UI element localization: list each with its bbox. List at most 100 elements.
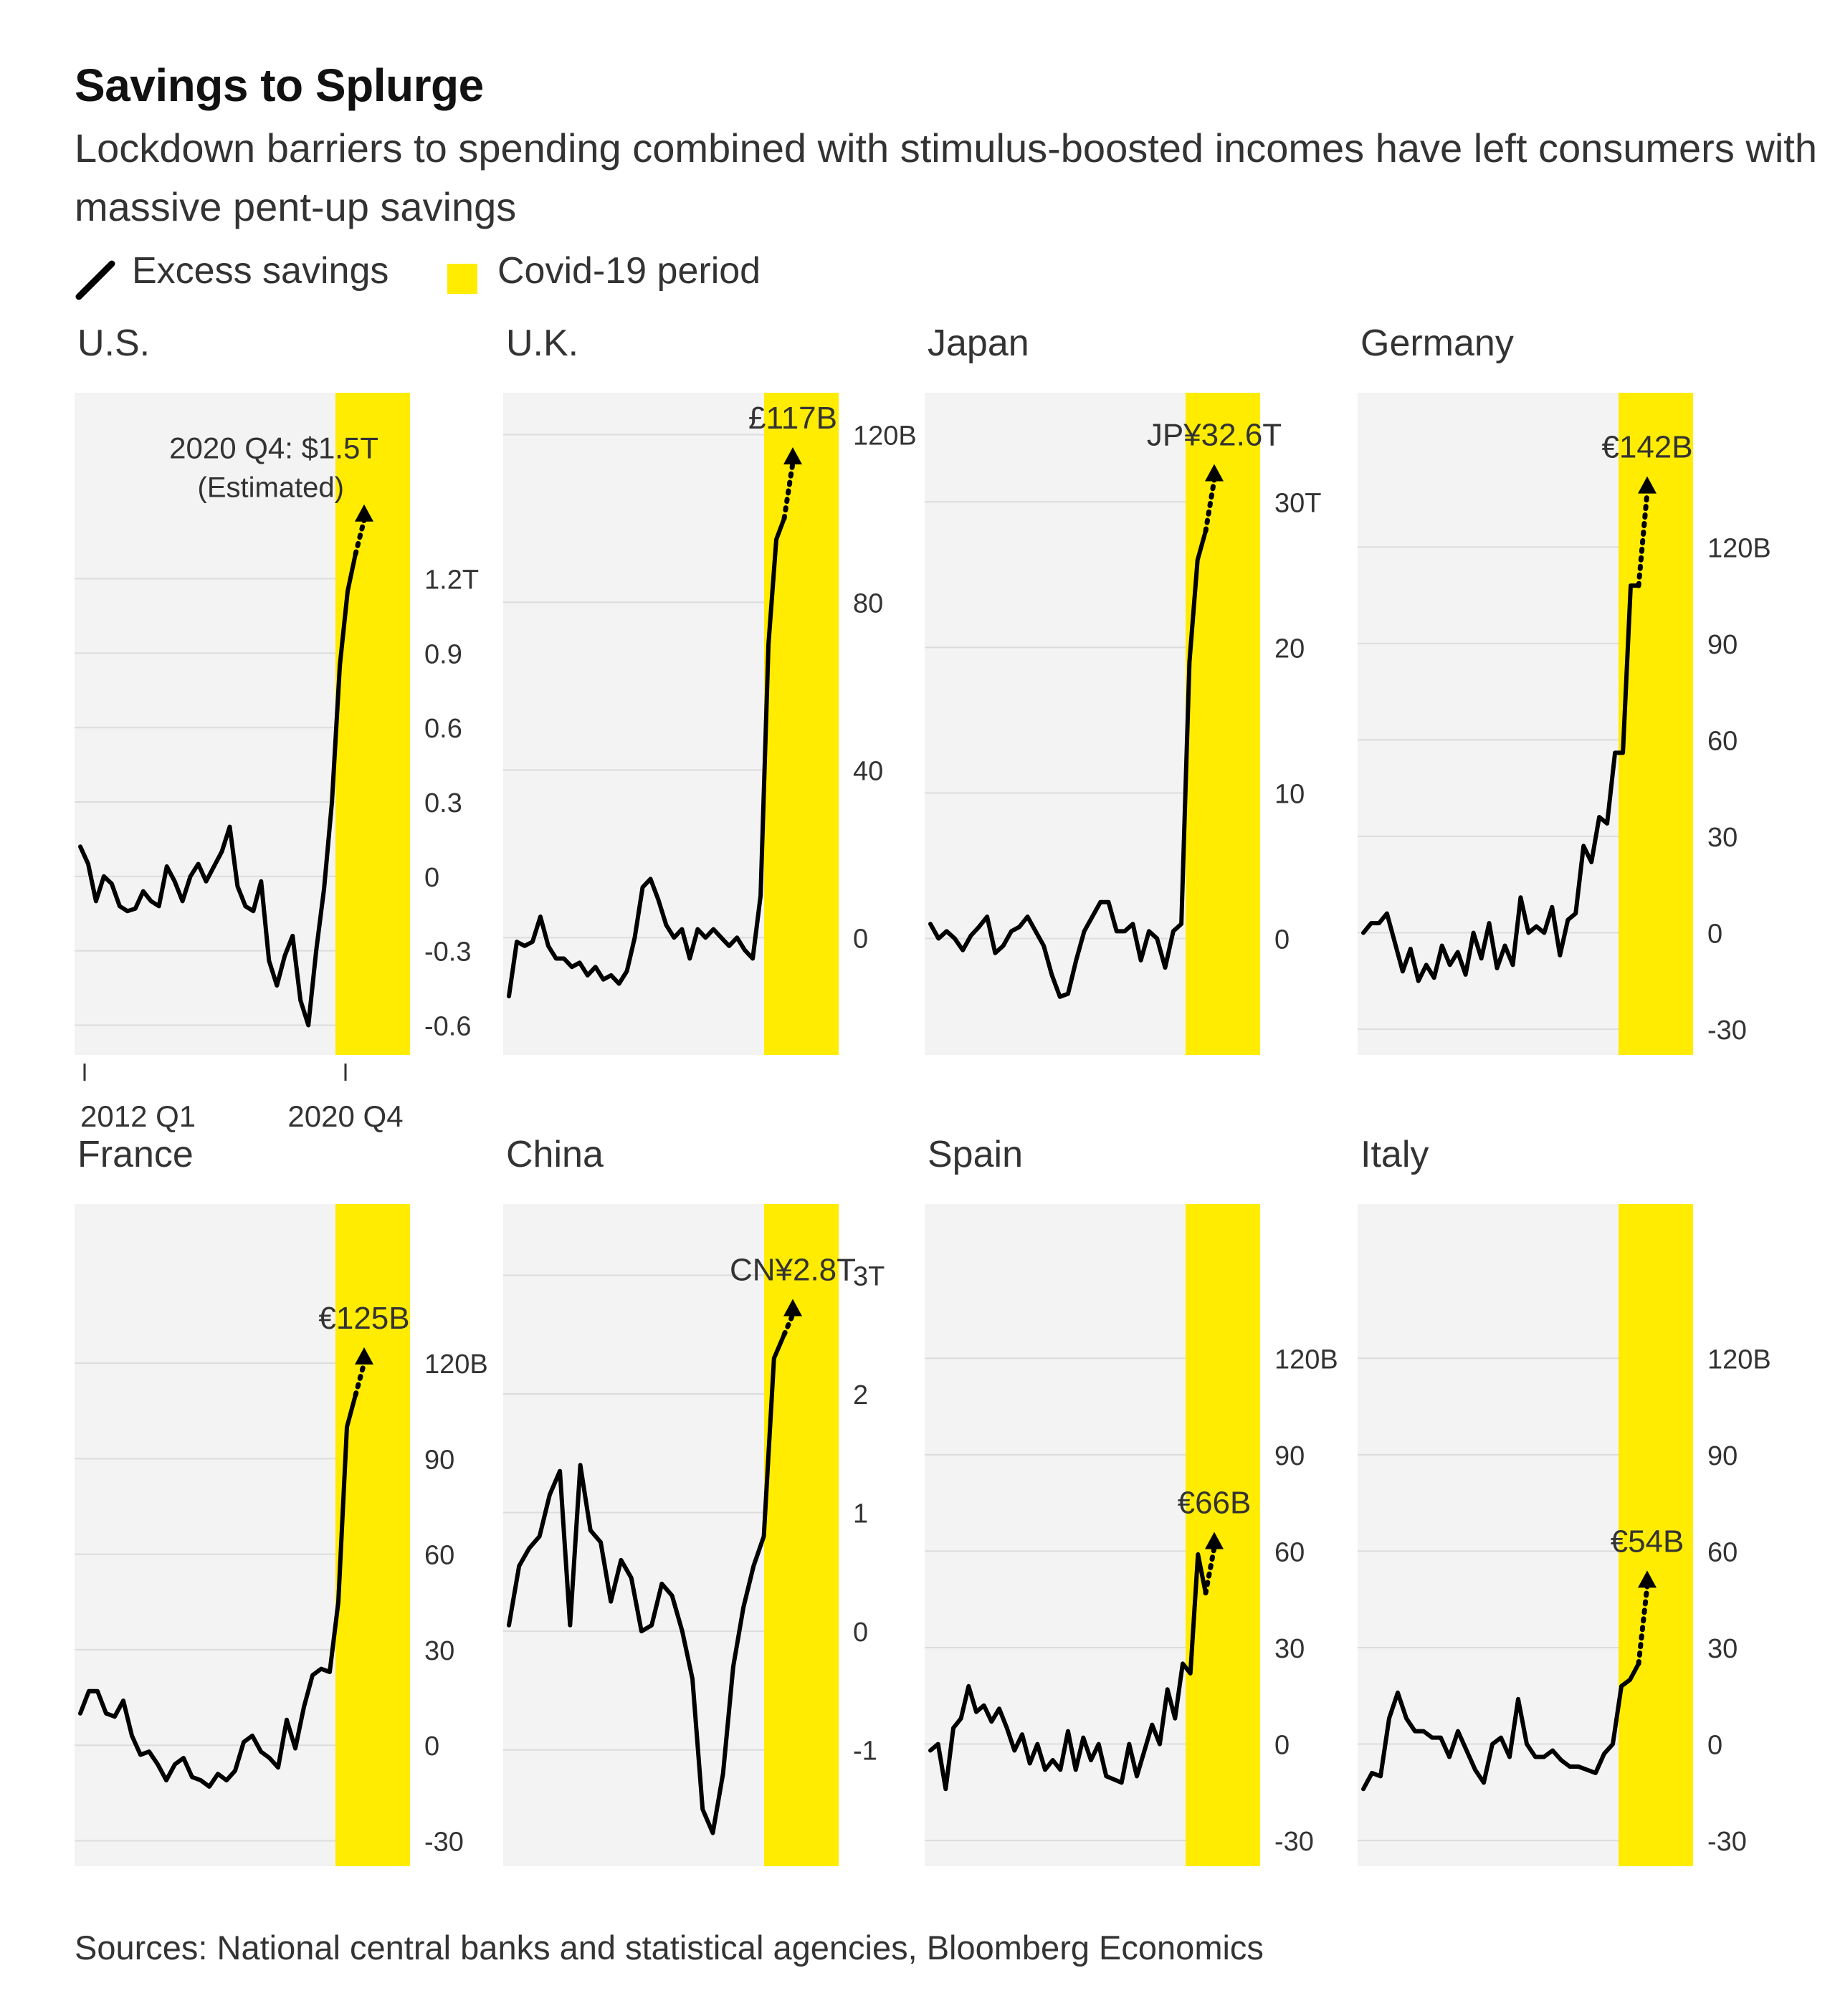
panel-italy: Italy -30 0 30 60 90 120B €54B [1358,1134,1771,1866]
y-tick-label: 30 [424,1636,454,1666]
estimate-arrowhead [1205,1532,1224,1549]
y-tick-label: 90 [1274,1441,1305,1471]
series-line [507,516,786,999]
panel-title: China [506,1134,604,1175]
y-tick-label: 120B [853,421,917,451]
estimate-dotted-line [1636,489,1650,588]
estimate-annotation: JP¥32.6T [1147,418,1282,453]
y-tick-label: 2 [853,1380,868,1410]
covid-band [1619,1204,1693,1866]
panel-title: U.S. [77,323,150,364]
y-tick-label: -30 [424,1827,464,1857]
covid-band [1619,393,1693,1055]
estimate-annotation: 2020 Q4: $1.5T [169,431,378,465]
y-tick-label: 1 [853,1499,868,1529]
estimate-dotted-line [1203,477,1217,534]
covid-band [1186,1204,1260,1866]
legend-swatch-covid-period [447,264,477,294]
y-tick-label: 0 [424,863,439,893]
estimate-arrowhead [355,1347,373,1365]
y-tick-label: -0.6 [424,1011,471,1041]
y-tick-label: -30 [1707,1016,1747,1046]
y-tick-label: 0 [1707,1731,1722,1761]
series-line [1361,1661,1641,1792]
estimate-annotation: CN¥2.8T [730,1252,856,1287]
y-tick-label: 60 [1707,1537,1738,1567]
panel-spain: Spain -30 0 30 60 90 120B €66B [925,1134,1338,1866]
covid-band [764,1204,839,1866]
y-tick-label: 90 [424,1445,454,1475]
y-tick-label: 40 [853,756,883,786]
y-tick-label: 30 [1707,1634,1738,1664]
covid-band [764,393,839,1055]
estimate-arrowhead [355,504,373,522]
estimate-annotation: €66B [1178,1486,1252,1521]
y-tick-label: 60 [1274,1537,1305,1567]
y-tick-label: 120B [1707,533,1771,563]
y-tick-label: 90 [1707,1441,1738,1471]
panel-u-s: U.S. -0.6 -0.3 0 0.3 0.6 0.9 1.2T 2020 Q4: $1.5T… [75,323,479,1133]
estimate-annotation-sub: (Estimated) [198,472,345,504]
y-tick-label: 30T [1274,488,1321,518]
panel-germany: Germany -30 0 30 60 90 120B €142B [1358,323,1771,1055]
estimate-arrowhead [1638,476,1657,494]
chart-subtitle: Lockdown barriers to spending combined w… [75,125,1817,229]
estimate-arrowhead [783,447,802,465]
y-tick-label: 0 [853,1618,868,1648]
estimate-dotted-line [353,1360,367,1398]
series-line [78,1392,358,1789]
y-tick-label: 0 [424,1731,439,1762]
y-tick-label: 1.2T [424,565,479,596]
panel-title: Italy [1360,1134,1429,1175]
series-line [1361,583,1641,983]
covid-band [335,1204,410,1866]
y-tick-label: 10 [1274,779,1305,809]
x-axis-end-label: 2020 Q4 [287,1099,403,1133]
y-tick-label: 3T [853,1261,885,1291]
estimate-annotation: €142B [1601,430,1692,465]
estimate-annotation: €54B [1611,1524,1684,1559]
estimate-dotted-line [1636,1583,1650,1666]
y-tick-label: -1 [853,1736,877,1767]
y-tick-label: -0.3 [424,937,471,968]
chart-title: Savings to Splurge [75,59,484,111]
estimate-annotation: £117B [748,401,837,436]
y-tick-label: 80 [853,588,883,618]
legend-label-excess-savings: Excess savings [132,250,389,292]
panel-france: France -30 0 30 60 90 120B €125B [75,1134,488,1866]
estimate-dotted-line [781,460,796,521]
source-note: Sources: National central banks and stat… [75,1929,1264,1967]
covid-band [335,393,410,1055]
panel-title: Spain [928,1134,1023,1175]
y-tick-label: 0 [1707,919,1722,950]
estimate-dotted-line [781,1312,796,1337]
y-tick-label: 90 [1707,630,1738,660]
y-tick-label: 20 [1274,634,1305,664]
panel-title: U.K. [506,323,578,364]
estimate-arrowhead [1638,1570,1657,1588]
legend-label-covid-period: Covid-19 period [497,250,761,292]
estimate-arrowhead [1205,464,1224,482]
y-tick-label: 0.9 [424,639,462,669]
y-tick-label: 30 [1274,1634,1305,1664]
series-line [78,551,358,1028]
y-tick-label: 120B [424,1349,488,1380]
y-tick-label: 0 [1274,1731,1290,1761]
y-tick-label: 120B [1707,1344,1771,1375]
panel-title: Japan [928,323,1029,364]
y-tick-label: 0 [1274,925,1290,955]
y-tick-label: 0.3 [424,788,462,818]
y-tick-label: 30 [1707,823,1738,853]
y-tick-label: -30 [1707,1827,1747,1857]
panel-u-k: U.K. 0 40 80 120B £117B [503,323,917,1055]
panel-title: Germany [1360,323,1514,364]
y-tick-label: 60 [424,1541,454,1571]
estimate-dotted-line [1203,1545,1217,1596]
estimate-annotation: €125B [318,1301,409,1336]
series-line [928,1552,1208,1792]
estimate-dotted-line [353,517,367,557]
line-icon [75,260,115,300]
estimate-arrowhead [783,1299,802,1317]
